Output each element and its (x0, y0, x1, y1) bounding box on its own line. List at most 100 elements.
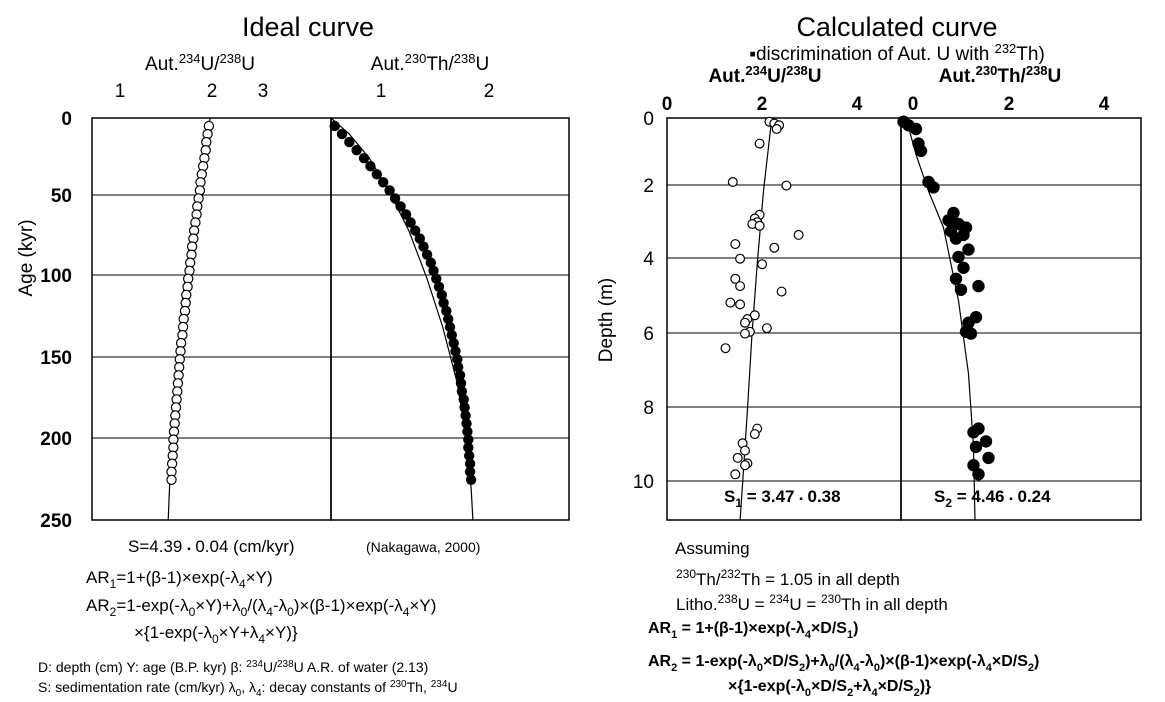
left-u-xlabel: Aut.234U/238U (145, 51, 255, 75)
data-point (739, 445, 750, 456)
data-point (735, 253, 746, 264)
data-point (465, 474, 477, 485)
data-point (761, 323, 772, 334)
data-point (954, 283, 968, 296)
plot-left-uranium: 1 2 3 (91, 81, 332, 521)
data-point (754, 220, 765, 231)
plot-frame (666, 117, 902, 521)
right-ylabel: Depth (m) (596, 278, 617, 362)
left-th-xlabel: Aut.230Th/238U (371, 51, 489, 75)
plot-frame (91, 117, 332, 521)
data-point (405, 217, 416, 228)
data-point (754, 138, 765, 149)
y-ticks-left: 0 50 100 150 200 250 (40, 109, 72, 532)
y-tick-label: 4 (643, 249, 654, 270)
plot-right-uranium: 0 2 4 (662, 94, 902, 521)
left-title: Ideal curve (242, 12, 374, 42)
x-tick-label: 2 (1004, 94, 1015, 115)
x-tick-label: 0 (662, 94, 673, 115)
right-ar2a: AR2 = 1-exp(-λ0×D/S2)+λ0/(λ4-λ0)×(β-1)×e… (648, 653, 1039, 674)
data-point (952, 250, 965, 264)
s1-annotation: S1 = 3.47 ▪ 0.38 (724, 487, 841, 510)
left-citation: (Nakagawa, 2000) (366, 539, 480, 555)
right-u-xlabel: Aut.234U/238U (708, 63, 821, 87)
data-point (949, 272, 963, 285)
data-point (725, 297, 736, 308)
y-ticks-right: 0 2 4 6 8 10 (633, 109, 655, 493)
x-tick-label: 2 (207, 81, 218, 102)
left-ar1: AR1=1+(β-1)×exp(-λ4×Y) (86, 568, 273, 591)
data-point (730, 273, 741, 284)
y-tick-label: 6 (643, 324, 654, 345)
y-tick-label: 0 (643, 109, 654, 130)
right-title: Calculated curve (796, 12, 997, 42)
plot-frame (330, 117, 570, 521)
left-ylabel: Age (kyr) (16, 219, 37, 296)
data-point (351, 144, 362, 156)
right-subtitle: ▪discrimination of Aut. U with 232Th) (749, 41, 1045, 65)
data-point (720, 343, 731, 354)
x-tick-label: 2 (757, 94, 768, 115)
data-point (964, 327, 978, 340)
y-tick-label: 8 (643, 398, 654, 419)
left-ar2a: AR2=1-exp(-λ0×Y)+λ0/(λ4-λ0)×(β-1)×exp(-λ… (86, 596, 436, 619)
data-point (739, 317, 750, 328)
data-point (166, 474, 177, 485)
left-note2: S: sedimentation rate (cm/kyr) λ0, λ4: d… (38, 679, 458, 699)
x-tick-label: 1 (376, 81, 387, 102)
x-tick-label: 1 (115, 81, 126, 102)
x-tick-label: 4 (1099, 94, 1110, 115)
data-point (969, 440, 983, 454)
data-point (982, 451, 995, 465)
data-point (344, 136, 355, 148)
y-tick-label: 200 (40, 429, 72, 450)
model-curve (739, 117, 773, 521)
data-point (927, 181, 940, 194)
y-tick-label: 250 (40, 511, 72, 532)
right-assuming: Assuming (675, 539, 750, 558)
data-point (727, 177, 738, 188)
x-tick-label: 2 (484, 81, 495, 102)
x-tick-label: 4 (852, 94, 863, 115)
y-tick-label: 50 (51, 186, 72, 207)
data-point (962, 243, 975, 256)
data-point (389, 193, 401, 204)
data-point (957, 261, 970, 274)
data-point (735, 281, 746, 292)
x-tick-label: 3 (258, 81, 269, 102)
data-point (914, 144, 928, 158)
right-th-xlabel: Aut.230Th/238U (939, 63, 1062, 87)
left-ar2b: ×{1-exp(-λ0×Y+λ4×Y)} (134, 623, 298, 646)
y-tick-label: 0 (61, 109, 72, 130)
data-point (972, 468, 985, 481)
data-point (757, 259, 768, 270)
left-note1: D: depth (cm) Y: age (B.P. kyr) β: 234U/… (38, 659, 428, 675)
data-point (972, 279, 985, 293)
data-point (732, 452, 743, 463)
data-point (410, 225, 421, 236)
data-point (400, 209, 412, 220)
x-tick-label: 0 (908, 94, 919, 115)
data-point (776, 286, 787, 297)
s2-annotation: S2 = 4.46 ▪ 0.24 (934, 487, 1051, 510)
data-point (395, 201, 406, 212)
data-point (730, 469, 741, 480)
data-point (749, 429, 760, 440)
data-point (384, 185, 395, 196)
data-point (365, 160, 376, 172)
plot-frame (900, 117, 1142, 521)
data-point (909, 122, 923, 136)
data-point (739, 460, 750, 471)
right-line2: Litho.238U = 234U = 230Th in all depth (676, 592, 948, 614)
y-tick-label: 10 (633, 472, 654, 493)
right-ar1: AR1 = 1+(β-1)×exp(-λ4×D/S1) (648, 620, 858, 641)
left-s-line: S=4.39 ▪ 0.04 (cm/kyr) (128, 537, 295, 556)
data-point (949, 232, 963, 245)
data-point (358, 152, 370, 164)
data-point (979, 435, 993, 448)
data-point (730, 239, 741, 250)
data-point (793, 229, 804, 240)
data-point (336, 128, 348, 140)
